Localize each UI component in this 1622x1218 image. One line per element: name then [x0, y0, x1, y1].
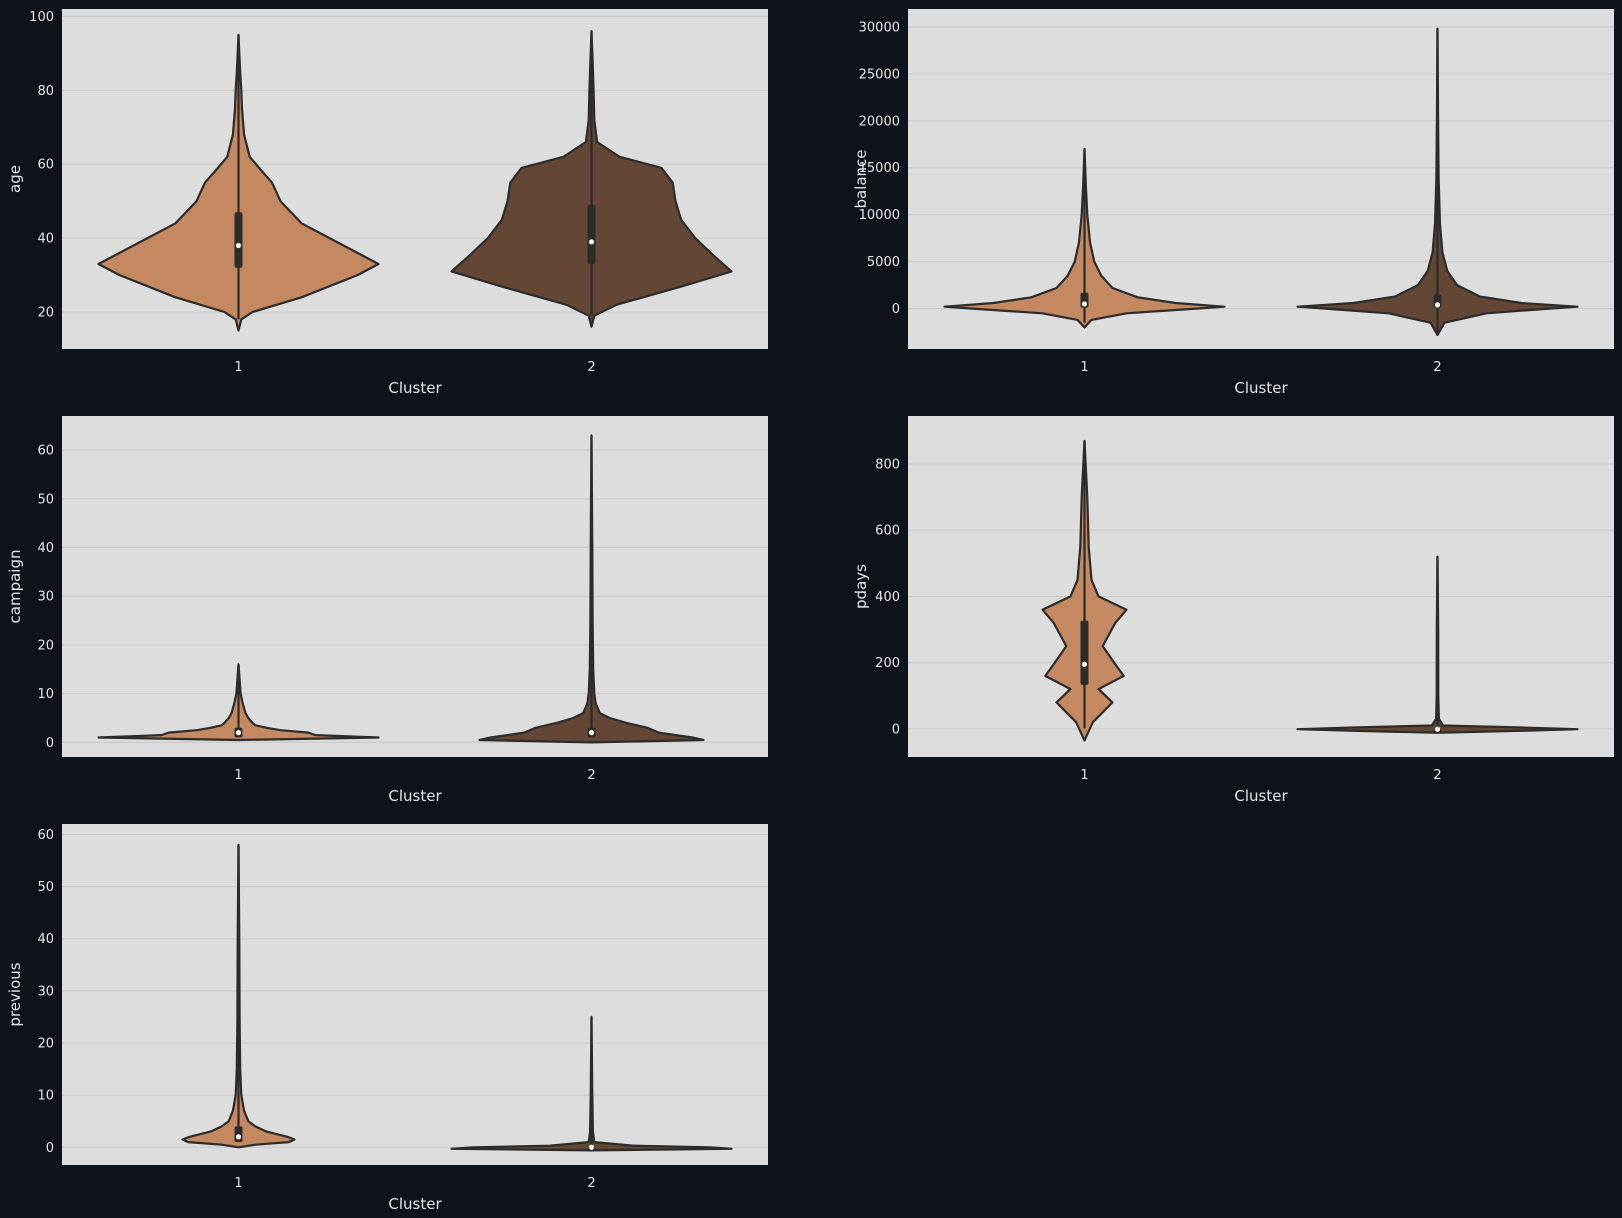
- y-tick-label: 10000: [859, 208, 900, 223]
- y-tick-label: 60: [37, 158, 54, 173]
- y-tick-label: 30: [37, 984, 54, 999]
- y-tick-label: 40: [37, 232, 54, 247]
- violin-cluster-2: [450, 1015, 733, 1152]
- y-tick-label: 50: [37, 880, 54, 895]
- y-tick-label: 15000: [859, 161, 900, 176]
- y-tick-label: 50: [37, 492, 54, 507]
- plot-area: [62, 824, 768, 1165]
- median-marker: [588, 1144, 595, 1150]
- panel-balance: 0 5000 10000 15000 20000 25000 30000 1 2 Cluster b…: [852, 9, 1614, 397]
- panel-age: 20 40 60 80 100 1 2 Cluster age: [6, 9, 768, 397]
- y-tick-label: 20: [37, 638, 54, 653]
- violin-cluster-2: [1296, 27, 1579, 336]
- plot-area: [62, 416, 768, 757]
- x-axis-label: Cluster: [388, 787, 442, 805]
- y-axis-label: previous: [6, 962, 24, 1026]
- panel-campaign: 0 10 20 30 40 50 60 1 2 Cluster campaign: [6, 416, 768, 805]
- plot-area: [908, 416, 1614, 757]
- y-tick-label: 0: [892, 722, 900, 737]
- x-axis-label: Cluster: [388, 379, 442, 397]
- median-marker: [235, 242, 242, 249]
- x-tick-label: 2: [1433, 768, 1441, 783]
- median-marker: [1081, 301, 1088, 307]
- y-tick-label: 0: [46, 1141, 54, 1156]
- y-tick-label: 5000: [867, 255, 900, 270]
- plot-area: [908, 9, 1614, 349]
- violin-cluster-1: [181, 843, 296, 1149]
- y-axis-label: balance: [852, 149, 870, 208]
- y-tick-label: 40: [37, 541, 54, 556]
- y-tick-label: 40: [37, 932, 54, 947]
- y-tick-label: 60: [37, 444, 54, 459]
- y-tick-label: 20: [37, 306, 54, 321]
- median-marker: [588, 730, 595, 736]
- violin-cluster-2: [478, 434, 705, 744]
- y-tick-label: 25000: [859, 67, 900, 82]
- x-tick-label: 1: [234, 1176, 242, 1191]
- panel-pdays: 0 200 400 600 800 1 2 Cluster pdays: [852, 416, 1614, 805]
- y-tick-label: 100: [29, 10, 54, 25]
- x-tick-label: 2: [587, 360, 595, 375]
- median-marker: [235, 1134, 242, 1140]
- violin-cluster-1: [97, 33, 380, 332]
- y-tick-label: 10: [37, 687, 54, 702]
- x-axis-label: Cluster: [1234, 787, 1288, 805]
- y-axis-label: pdays: [852, 564, 870, 609]
- median-marker: [1081, 661, 1088, 667]
- violin-cluster-1: [97, 663, 380, 742]
- x-tick-label: 1: [1080, 360, 1088, 375]
- x-tick-label: 2: [587, 1176, 595, 1191]
- y-tick-label: 0: [46, 736, 54, 751]
- iqr-box: [587, 204, 596, 264]
- violin-cluster-1: [1041, 439, 1128, 742]
- y-axis-label: campaign: [6, 550, 24, 624]
- y-tick-label: 60: [37, 828, 54, 843]
- iqr-box: [234, 1126, 243, 1143]
- y-tick-label: 30000: [859, 20, 900, 35]
- x-tick-label: 1: [234, 360, 242, 375]
- x-tick-label: 2: [587, 768, 595, 783]
- iqr-box: [1080, 620, 1089, 685]
- x-tick-label: 1: [234, 768, 242, 783]
- y-tick-label: 800: [875, 458, 900, 473]
- y-tick-label: 10: [37, 1089, 54, 1104]
- x-tick-label: 2: [1433, 360, 1441, 375]
- y-tick-label: 30: [37, 590, 54, 605]
- iqr-box: [234, 212, 243, 268]
- violin-cluster-2: [1296, 555, 1579, 734]
- violin-cluster-1: [943, 147, 1226, 329]
- x-axis-label: Cluster: [388, 1195, 442, 1213]
- x-tick-label: 1: [1080, 768, 1088, 783]
- median-marker: [588, 239, 595, 245]
- y-tick-label: 400: [875, 590, 900, 605]
- median-marker: [1434, 726, 1441, 732]
- median-marker: [1434, 302, 1441, 308]
- y-axis-label: age: [6, 165, 24, 193]
- violin-cluster-2: [450, 30, 733, 328]
- y-tick-label: 200: [875, 656, 900, 671]
- y-tick-label: 20000: [859, 114, 900, 129]
- y-tick-label: 80: [37, 84, 54, 99]
- y-tick-label: 600: [875, 524, 900, 539]
- panel-previous: 0 10 20 30 40 50 60 1 2 Cluster previous: [6, 824, 768, 1213]
- y-tick-label: 0: [892, 302, 900, 317]
- median-marker: [235, 730, 242, 736]
- x-axis-label: Cluster: [1234, 379, 1288, 397]
- y-tick-label: 20: [37, 1036, 54, 1051]
